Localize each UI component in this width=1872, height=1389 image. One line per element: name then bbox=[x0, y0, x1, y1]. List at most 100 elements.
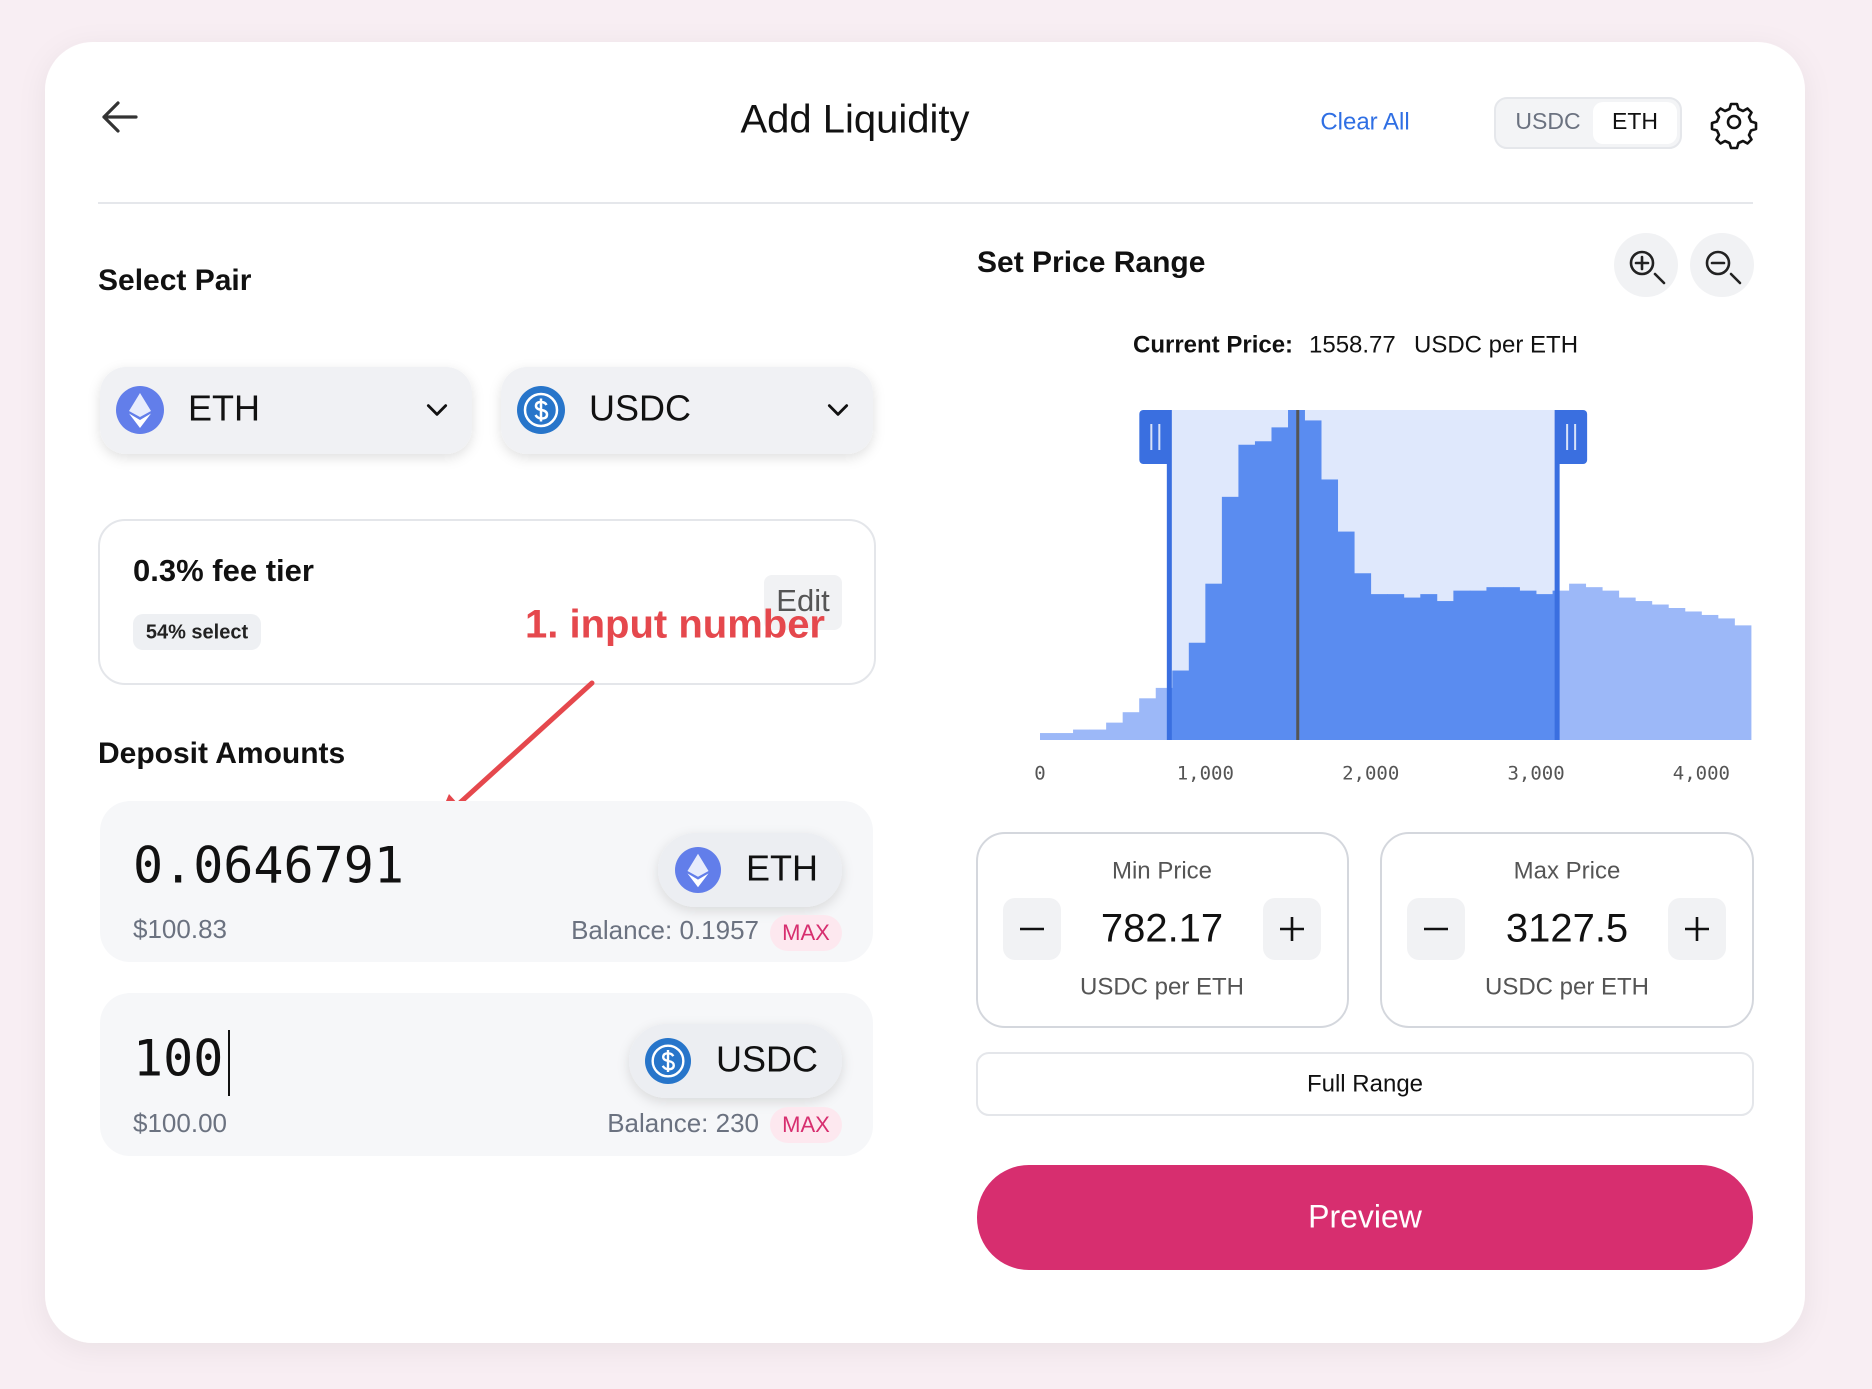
current-price: 1558.77 bbox=[1309, 331, 1396, 358]
select-box bbox=[100, 367, 472, 454]
usd-value: $100.00 bbox=[133, 1108, 227, 1138]
histogram-bar bbox=[1238, 444, 1256, 740]
edit-label[interactable]: Edit bbox=[776, 583, 830, 618]
histogram-bar bbox=[1403, 597, 1421, 740]
zoom-in[interactable] bbox=[1614, 233, 1678, 297]
price-label: Max Price bbox=[1514, 857, 1621, 884]
histogram-bar bbox=[1254, 441, 1272, 740]
token-name: USDC bbox=[589, 388, 691, 429]
token-chip[interactable] bbox=[629, 1024, 842, 1098]
histogram-bar bbox=[1106, 722, 1124, 740]
fee-tier: 0.3% fee tier bbox=[133, 553, 314, 588]
x-tick-label: 2,000 bbox=[1342, 763, 1399, 785]
eth-icon bbox=[675, 847, 721, 893]
token-select[interactable]: USDC bbox=[501, 367, 873, 454]
annotation-arrow bbox=[449, 680, 595, 813]
price-label: Min Price bbox=[1112, 857, 1212, 884]
histogram-bar bbox=[1569, 583, 1587, 740]
histogram-bar bbox=[1172, 670, 1190, 740]
token-name: ETH bbox=[746, 848, 818, 889]
token-select[interactable]: ETH bbox=[100, 367, 472, 454]
usd-value: $100.83 bbox=[133, 914, 227, 944]
histogram-bar bbox=[1321, 479, 1339, 740]
usdc-icon bbox=[517, 386, 565, 434]
preview-button[interactable] bbox=[977, 1165, 1753, 1270]
histogram-bar bbox=[1420, 594, 1438, 740]
toggle-active bbox=[1593, 102, 1677, 144]
histogram-bar bbox=[1073, 729, 1091, 740]
usdc-icon bbox=[645, 1038, 691, 1084]
histogram-bar bbox=[1469, 590, 1487, 740]
handle-grip bbox=[1566, 424, 1577, 450]
histogram-bar bbox=[1337, 531, 1355, 740]
section-title: Deposit Amounts bbox=[98, 737, 345, 770]
range-handle[interactable] bbox=[1139, 410, 1172, 464]
amount-input[interactable]: 100 bbox=[133, 1030, 223, 1088]
price-box bbox=[976, 832, 1349, 1028]
max-label[interactable]: MAX bbox=[782, 920, 830, 945]
fee-box bbox=[98, 519, 876, 685]
select-box bbox=[501, 367, 873, 454]
histogram-bar bbox=[1089, 729, 1107, 740]
token-name: USDC bbox=[716, 1039, 818, 1080]
zoom-bg bbox=[1690, 233, 1754, 297]
price-unit: USDC per ETH bbox=[1485, 973, 1649, 1000]
toggle-option[interactable]: USDC bbox=[1515, 108, 1580, 134]
zoom-icon bbox=[1710, 261, 1742, 285]
histogram-bar bbox=[1040, 733, 1057, 740]
x-tick-label: 3,000 bbox=[1507, 763, 1564, 785]
full-range-label[interactable]: Full Range bbox=[1307, 1070, 1423, 1097]
histogram-bar bbox=[1519, 590, 1537, 740]
max-button[interactable] bbox=[770, 1107, 842, 1143]
plus-icon bbox=[1280, 917, 1304, 941]
histogram-bar bbox=[1056, 733, 1074, 740]
price-unit: USDC per ETH bbox=[1080, 973, 1244, 1000]
histogram-bar bbox=[1557, 590, 1570, 740]
histogram-bar bbox=[1602, 590, 1620, 740]
full-range-button[interactable] bbox=[976, 1052, 1754, 1116]
price-value[interactable]: 782.17 bbox=[1101, 907, 1223, 951]
range-handle[interactable] bbox=[1555, 410, 1588, 464]
histogram-bar bbox=[1651, 604, 1669, 740]
histogram-bar bbox=[1635, 601, 1653, 740]
zoom-bg bbox=[1614, 233, 1678, 297]
histogram-bar bbox=[1536, 594, 1553, 740]
edit-button[interactable] bbox=[764, 575, 842, 630]
x-tick-label: 0 bbox=[1034, 763, 1045, 785]
histogram-bar bbox=[1717, 618, 1735, 740]
histogram-bar bbox=[1453, 590, 1471, 740]
clear-all[interactable]: Clear All bbox=[1320, 108, 1409, 135]
section-title: Select Pair bbox=[98, 264, 252, 297]
toggle-option[interactable]: ETH bbox=[1612, 108, 1658, 134]
min-price-box: Min Price 782.17 USDC per ETH bbox=[976, 832, 1349, 1028]
histogram-bar bbox=[1585, 587, 1603, 740]
x-tick-label: 4,000 bbox=[1673, 763, 1730, 785]
preview-label[interactable]: Preview bbox=[1308, 1198, 1423, 1234]
zoom-icon bbox=[1634, 255, 1666, 285]
histogram-bar bbox=[1139, 698, 1157, 740]
histogram-bar bbox=[1684, 611, 1702, 740]
histogram-bar bbox=[1155, 687, 1170, 740]
back-button[interactable] bbox=[102, 101, 138, 133]
amount-input[interactable]: 0.0646791 bbox=[133, 837, 404, 895]
histogram-bar bbox=[1354, 573, 1372, 740]
select-pill bbox=[133, 614, 261, 650]
gear-center bbox=[1726, 114, 1742, 130]
price-box bbox=[1380, 832, 1754, 1028]
settings-button[interactable] bbox=[1710, 102, 1758, 150]
max-button[interactable] bbox=[770, 915, 842, 951]
histogram-bar bbox=[1205, 583, 1223, 740]
select-percent: 54% select bbox=[146, 621, 249, 643]
max-label[interactable]: MAX bbox=[782, 1112, 830, 1137]
current-price-unit: USDC per ETH bbox=[1414, 331, 1578, 358]
histogram-bar bbox=[1701, 614, 1719, 740]
zoom-out[interactable] bbox=[1690, 233, 1754, 297]
price-value[interactable]: 3127.5 bbox=[1506, 907, 1628, 951]
plus-icon bbox=[1685, 917, 1709, 941]
histogram-bar bbox=[1486, 587, 1504, 740]
annotation: 1. input number bbox=[525, 603, 825, 647]
zoom-lens bbox=[1629, 250, 1655, 276]
histogram-bar bbox=[1668, 608, 1686, 740]
histogram-bar bbox=[1122, 712, 1140, 740]
